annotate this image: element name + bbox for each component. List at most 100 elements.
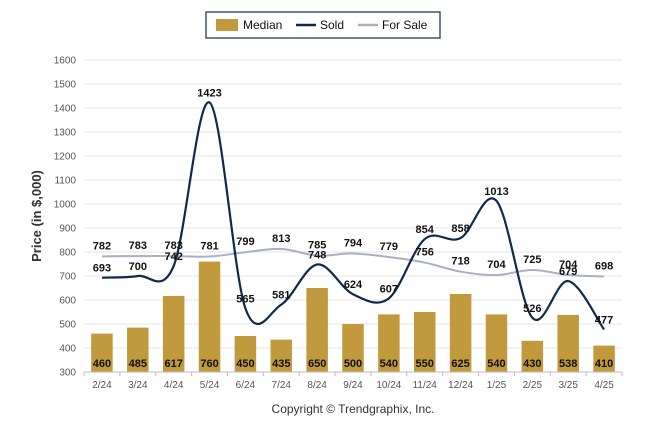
y-tick-label: 1600 — [54, 56, 77, 67]
for-sale-value-label: 718 — [451, 256, 469, 268]
y-tick-label: 1100 — [54, 176, 76, 187]
median-bar — [270, 339, 293, 372]
median-bar-label: 410 — [595, 358, 613, 370]
sold-value-label: 1423 — [197, 87, 221, 99]
median-bar-label: 435 — [272, 358, 290, 370]
y-tick-label: 800 — [59, 248, 76, 259]
sold-value-label: 693 — [93, 263, 111, 275]
y-tick-label: 1200 — [54, 152, 77, 163]
median-bar — [91, 333, 113, 372]
sold-value-label: 477 — [595, 315, 613, 327]
median-legend-swatch — [216, 19, 238, 31]
y-tick-label: 500 — [59, 320, 76, 331]
median-bar — [413, 312, 436, 372]
for-sale-value-label: 698 — [595, 260, 613, 272]
y-tick-label: 600 — [59, 296, 76, 307]
x-tick-label: 4/24 — [164, 380, 184, 391]
median-bar-label: 650 — [308, 358, 326, 370]
for-sale-value-label: 813 — [272, 233, 290, 245]
median-bar — [521, 340, 544, 372]
median-bar — [449, 294, 472, 372]
y-tick-label: 400 — [59, 344, 76, 355]
x-tick-label: 2/25 — [523, 380, 543, 391]
copyright-footer: Copyright © Trendgraphix, Inc. — [272, 402, 435, 416]
median-bar — [485, 314, 508, 372]
axes: 300 400 500 600 700 800 900 1000 1100 1200 1300 140… — [54, 56, 623, 391]
median-bar-label: 538 — [559, 358, 577, 370]
y-tick-label: 1400 — [54, 104, 77, 115]
sold-value-label: 742 — [164, 251, 182, 263]
median-bar-label: 760 — [200, 358, 218, 370]
median-bar-label: 485 — [129, 358, 147, 370]
x-tick-label: 3/25 — [558, 380, 578, 391]
for-sale-value-label: 704 — [487, 259, 506, 271]
median-bar-label: 450 — [236, 358, 254, 370]
median-bar — [342, 324, 364, 372]
sold-value-label: 700 — [129, 261, 147, 273]
x-tick-label: 3/24 — [128, 380, 148, 391]
grid — [84, 59, 622, 373]
median-bar — [557, 314, 579, 372]
x-tick-label: 5/24 — [200, 380, 220, 391]
median-bar — [127, 327, 149, 372]
legend: Median Sold For Sale — [205, 11, 441, 39]
for-sale-value-label: 799 — [236, 236, 254, 248]
y-axis-label: Price (in $,000) — [29, 170, 44, 262]
for-sale-value-label: 704 — [559, 259, 578, 271]
series-lines — [101, 101, 605, 331]
for-sale-value-label: 782 — [93, 240, 111, 252]
y-tick-label: 1000 — [54, 200, 77, 211]
median-bar-label: 500 — [344, 358, 362, 370]
x-tick-label: 4/25 — [594, 380, 614, 391]
for-sale-value-label: 781 — [200, 241, 218, 253]
y-tick-label: 300 — [59, 368, 76, 379]
median-bar — [198, 261, 221, 372]
sold-value-label: 565 — [236, 293, 254, 305]
for-sale-value-label: 779 — [380, 241, 398, 253]
y-tick-label: 900 — [59, 224, 76, 235]
median-bar — [593, 345, 615, 372]
median-bar-label: 540 — [380, 358, 398, 370]
for-sale-legend-label: For Sale — [382, 18, 428, 32]
sold-legend-label: Sold — [320, 18, 344, 32]
sold-value-label: 679 — [559, 266, 577, 278]
sold-value-label: 748 — [308, 249, 326, 261]
median-bar — [162, 295, 185, 372]
sold-value-label: 858 — [451, 223, 469, 235]
median-bar — [378, 314, 400, 372]
median-bar — [306, 288, 328, 372]
x-tick-label: 7/24 — [272, 380, 292, 391]
median-bar-label: 430 — [523, 358, 541, 370]
sold-value-label: 854 — [416, 224, 435, 236]
x-tick-label: 6/24 — [236, 380, 256, 391]
legend-box — [205, 11, 441, 39]
x-tick-label: 11/24 — [413, 380, 438, 391]
x-tick-label: 2/24 — [92, 380, 112, 391]
median-legend-label: Median — [243, 18, 282, 32]
x-tick-label: 10/24 — [376, 380, 401, 391]
x-tick-label: 8/24 — [307, 380, 327, 391]
sold-value-label: 1013 — [484, 186, 508, 198]
x-tick-label: 12/24 — [448, 380, 473, 391]
median-bar-label: 550 — [416, 358, 434, 370]
for-sale-value-label: 756 — [416, 247, 434, 259]
median-bar-label: 460 — [93, 358, 111, 370]
for-sale-value-label: 785 — [308, 240, 326, 252]
median-bars — [91, 261, 615, 372]
for-sale-value-label: 794 — [344, 237, 363, 249]
for-sale-value-label: 783 — [164, 240, 182, 252]
median-bar-label: 625 — [451, 358, 469, 370]
sold-value-label: 624 — [344, 279, 363, 291]
x-tick-label: 9/24 — [343, 380, 363, 391]
sold-line — [101, 101, 605, 331]
x-tick-label: 1/25 — [487, 380, 507, 391]
for-sale-value-label: 783 — [129, 240, 147, 252]
for-sale-line — [101, 247, 605, 278]
y-tick-label: 700 — [59, 272, 76, 283]
data-labels: 460 485 617 760 450 435 650 500 540 550 625 540 430 5… — [93, 87, 613, 370]
sold-value-label: 581 — [272, 290, 290, 302]
for-sale-value-label: 725 — [523, 254, 541, 266]
y-tick-label: 1300 — [54, 128, 77, 139]
